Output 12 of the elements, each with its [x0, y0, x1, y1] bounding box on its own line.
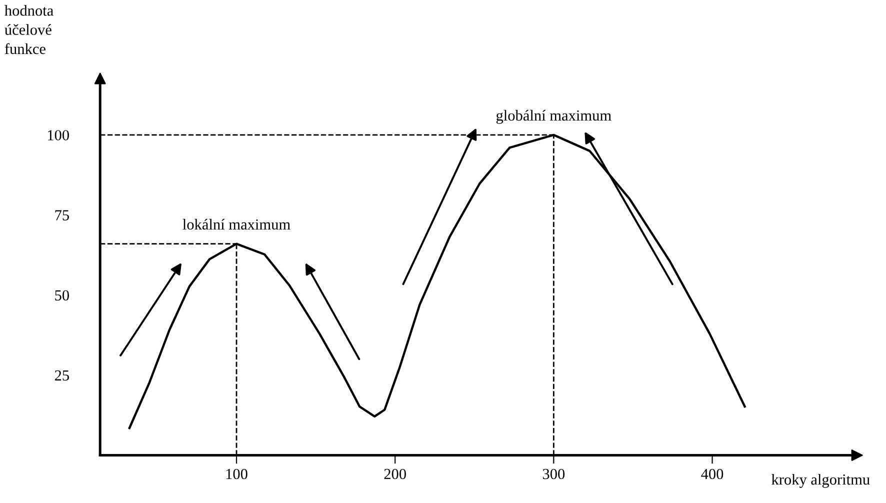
- annotation: lokální maximum: [182, 218, 290, 230]
- annotation: globální maximum: [496, 110, 612, 124]
- x-tick-label: 100: [226, 468, 248, 480]
- y-tick-label: 75: [55, 210, 69, 220]
- y-tick-label: 50: [55, 290, 69, 301]
- y-tick-label: 25: [54, 370, 69, 381]
- y-axis-title: hodnota účelové funkce: [4, 5, 54, 54]
- y-tick-label: 100: [48, 130, 69, 140]
- x-tick-label: 200: [384, 468, 406, 480]
- x-tick-label: 400: [701, 468, 724, 480]
- x-axis-title: kroky algoritmu: [772, 474, 870, 488]
- x-tick-label: 300: [542, 468, 565, 480]
